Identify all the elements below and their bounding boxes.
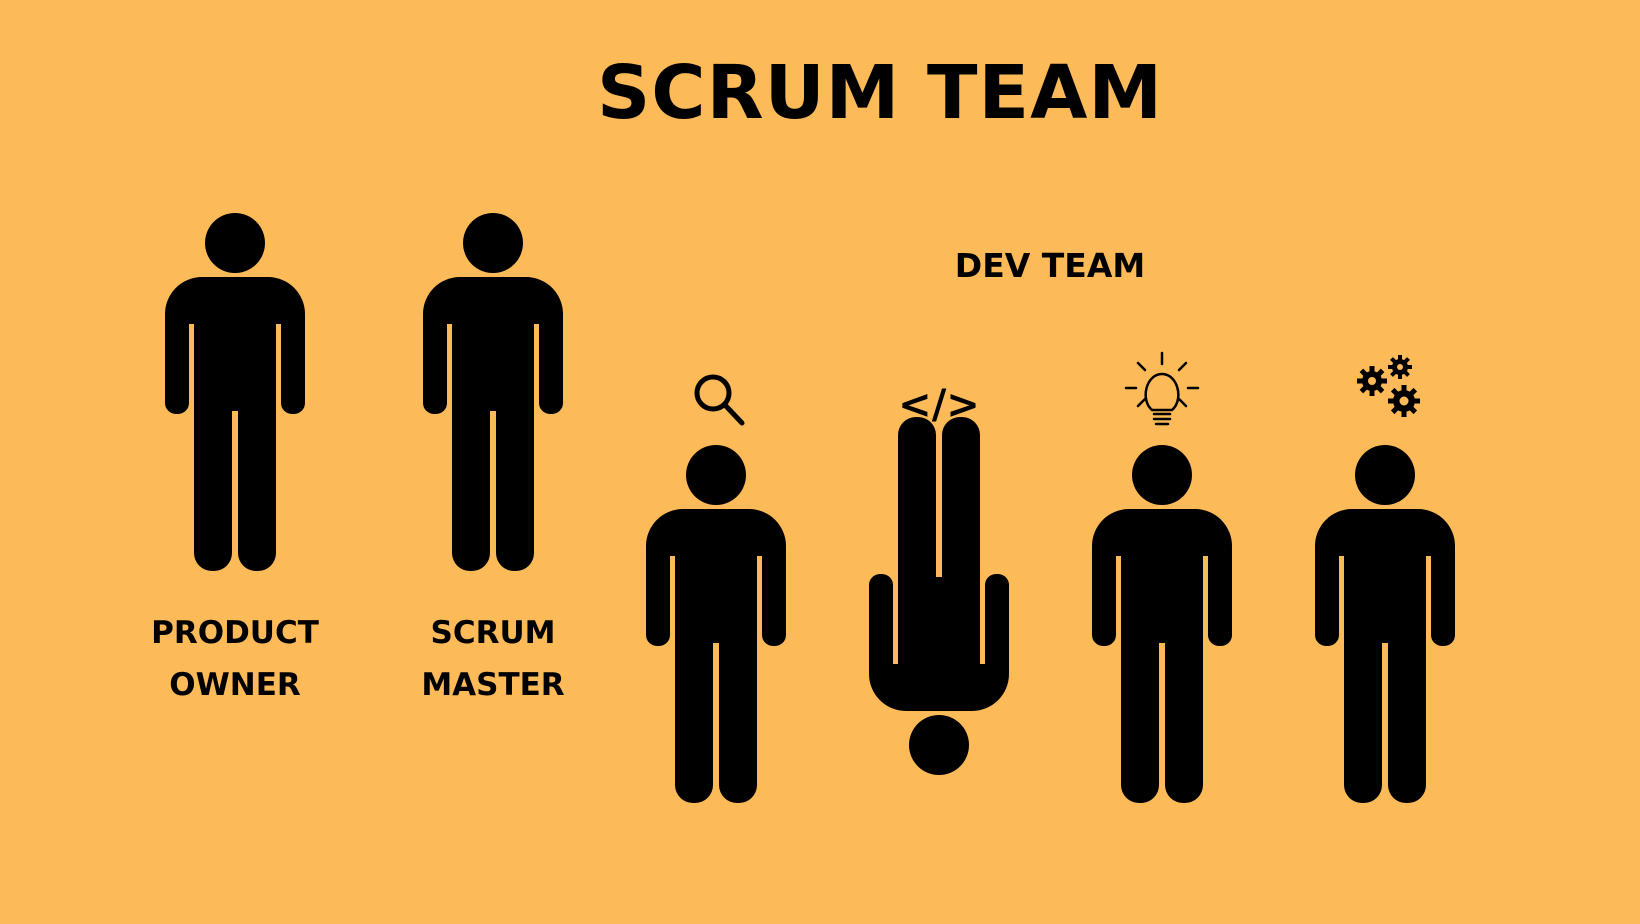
dev-member-engineer-figure bbox=[1315, 445, 1455, 803]
product-owner-figure bbox=[165, 213, 305, 571]
dev-team-title: DEV TEAM bbox=[954, 246, 1146, 285]
scrum-master-figure bbox=[423, 213, 563, 571]
scrum-master-label-line1: SCRUM bbox=[430, 615, 556, 651]
dev-member-innovator-figure bbox=[1092, 445, 1232, 803]
diagram-title: SCRUM TEAM bbox=[596, 50, 1163, 136]
product-owner-label-line1: PRODUCT bbox=[151, 615, 319, 651]
product-owner-label: PRODUCT OWNER bbox=[115, 607, 355, 711]
svg-text:</>: </> bbox=[898, 382, 980, 428]
gears-icon bbox=[1357, 355, 1420, 417]
scrum-master-label-line2: MASTER bbox=[421, 667, 565, 703]
dev-member-coder-figure bbox=[869, 417, 1009, 775]
scrum-master-label: SCRUM MASTER bbox=[373, 607, 613, 711]
dev-member-analyst-figure bbox=[646, 445, 786, 803]
code-brackets-icon: </> bbox=[898, 382, 980, 428]
magnifier-icon bbox=[694, 374, 745, 426]
product-owner-label-line2: OWNER bbox=[169, 667, 301, 703]
lightbulb-icon bbox=[1124, 351, 1200, 426]
